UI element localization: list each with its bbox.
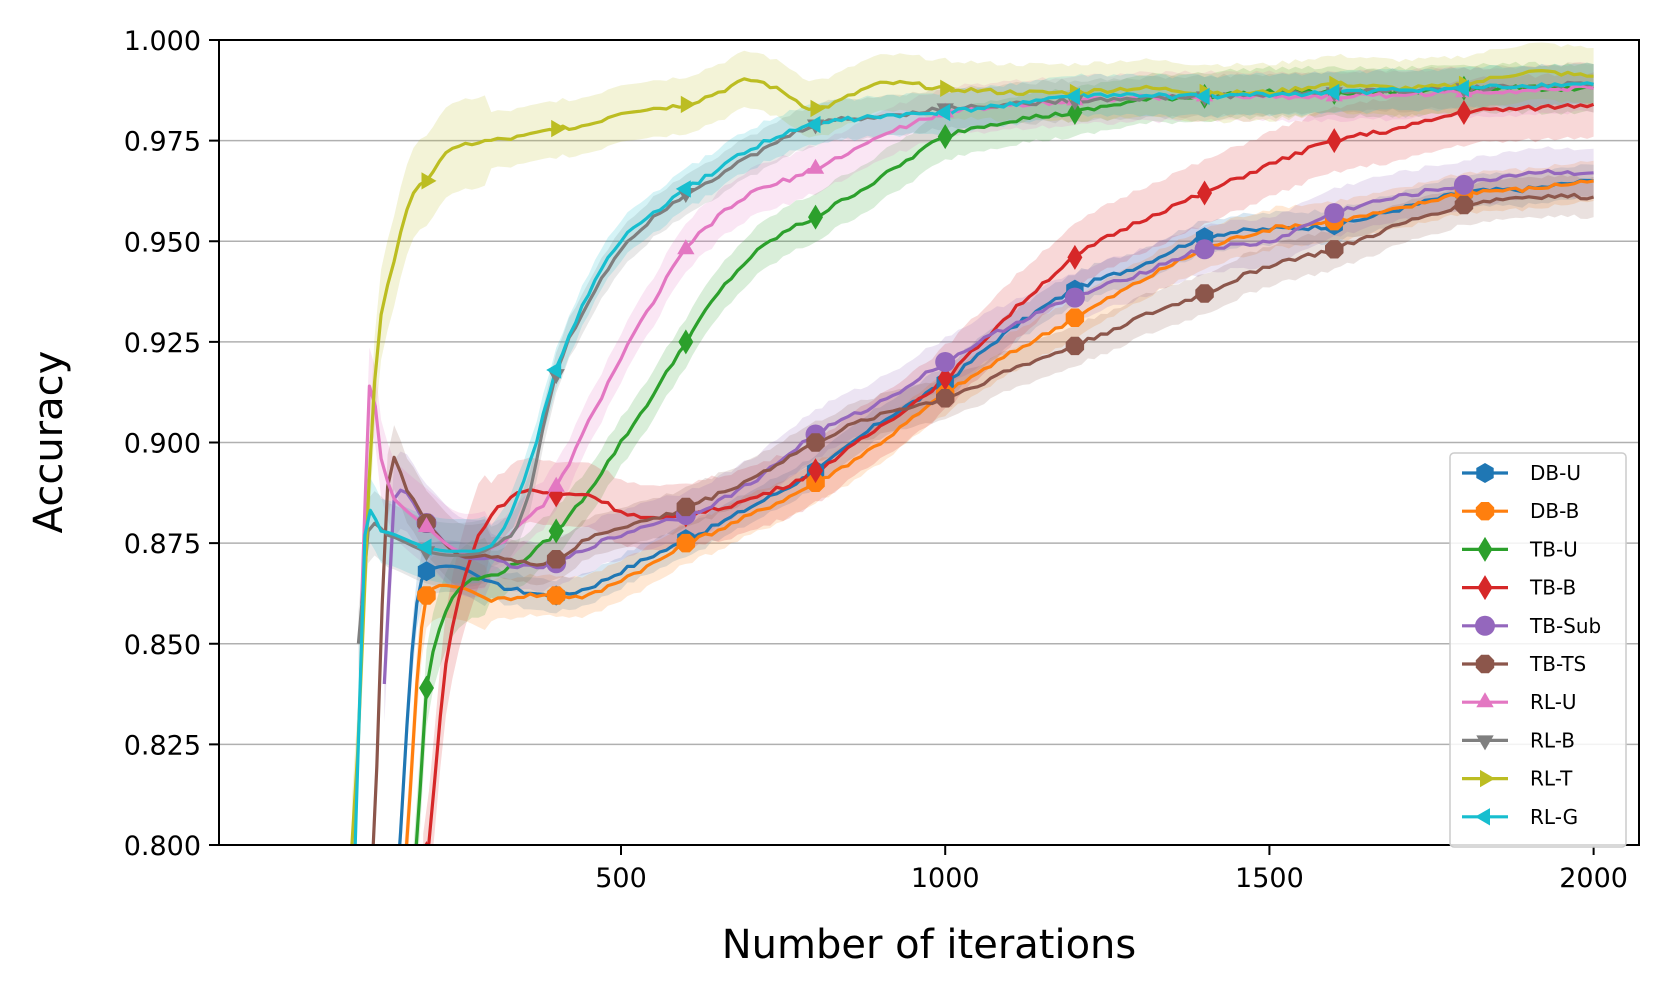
marker-rl-g — [546, 361, 562, 379]
y-tick-label: 0.925 — [124, 328, 201, 359]
x-axis-title: Number of iterations — [722, 922, 1137, 968]
legend: DB-U DB-B TB-U TB-B TB-Sub TB-TS RL-U RL-B RL-T R… — [1449, 452, 1627, 848]
marker-db-b — [676, 533, 696, 553]
axis-ticks: 0.800 0.825 0.850 0.875 0.900 0.925 0.950 0.975… — [124, 26, 1628, 894]
marker-db-b — [546, 586, 566, 605]
marker-rl-u — [547, 476, 565, 492]
marker-rl-g — [416, 538, 432, 556]
marker-tb-b — [1067, 244, 1083, 270]
marker-tb-u — [678, 329, 694, 355]
marker-rl-t — [680, 95, 696, 114]
legend-label-rl-b: RL-B — [1530, 728, 1575, 752]
marker-rl-g — [1194, 87, 1210, 105]
marker-tb-ts — [1454, 195, 1474, 215]
marker-tb-sub — [1324, 203, 1345, 224]
marker-rl-g — [805, 115, 821, 134]
series-line-db-b — [404, 179, 1594, 845]
series-line-db-u — [398, 178, 1594, 845]
marker-rl-g — [935, 103, 951, 122]
legend-marker-tb-ts — [1475, 654, 1495, 674]
y-tick-label: 0.875 — [124, 529, 201, 560]
marker-rl-t — [551, 119, 567, 138]
y-tick-label: 0.850 — [124, 630, 201, 661]
marker-rl-t — [421, 172, 437, 190]
marker-tb-ts — [1325, 240, 1344, 259]
marker-db-u — [417, 561, 436, 582]
band-rl-t — [351, 42, 1594, 845]
y-axis-title: Accuracy — [26, 351, 72, 534]
legend-marker-rl-b — [1476, 735, 1494, 751]
marker-tb-sub — [1194, 239, 1215, 260]
marker-tb-sub — [1453, 174, 1474, 195]
marker-tb-ts — [546, 550, 566, 569]
legend-label-db-b: DB-B — [1530, 499, 1579, 523]
marker-tb-b — [808, 458, 824, 484]
legend-marker-rl-u — [1476, 692, 1494, 708]
x-tick-label: 2000 — [1559, 863, 1628, 894]
band-rl-b — [358, 62, 1594, 677]
marker-tb-u — [808, 204, 824, 230]
legend-label-rl-u: RL-U — [1530, 690, 1577, 714]
legend-marker-tb-sub — [1475, 615, 1495, 636]
marker-tb-sub — [935, 352, 956, 372]
marker-tb-b — [1456, 99, 1472, 125]
marker-db-b — [417, 586, 436, 605]
legend-marker-db-u — [1476, 463, 1494, 483]
legend-marker-rl-t — [1480, 769, 1495, 788]
legend-label-rl-g: RL-G — [1530, 805, 1578, 829]
y-tick-label: 0.950 — [124, 227, 201, 258]
legend-label-tb-sub: TB-Sub — [1529, 614, 1601, 638]
marker-tb-u — [548, 518, 564, 544]
marker-tb-sub — [1064, 287, 1085, 308]
marker-tb-u — [418, 675, 434, 701]
marker-tb-b — [1197, 180, 1213, 206]
legend-label-rl-t: RL-T — [1530, 767, 1573, 791]
marker-tb-b — [937, 365, 953, 391]
y-tick-label: 1.000 — [124, 26, 201, 57]
marker-tb-ts — [936, 389, 955, 408]
marker-tb-u — [937, 124, 953, 150]
marker-rl-u — [417, 517, 436, 532]
legend-marker-tb-b — [1477, 575, 1493, 601]
marker-tb-u — [1067, 99, 1083, 125]
series-line-tb-b — [426, 102, 1595, 845]
marker-rl-t — [810, 99, 826, 118]
series-line-tb-ts — [371, 192, 1595, 845]
marker-tb-ts — [676, 497, 696, 517]
y-tick-label: 0.975 — [124, 127, 201, 158]
legend-box — [1449, 452, 1627, 848]
legend-label-tb-ts: TB-TS — [1529, 652, 1586, 676]
y-tick-label: 0.825 — [124, 730, 201, 761]
marker-rl-u — [677, 239, 695, 255]
marker-tb-ts — [1065, 336, 1085, 356]
marker-tb-b — [1326, 128, 1342, 154]
x-tick-label: 1500 — [1235, 863, 1304, 894]
y-tick-label: 0.800 — [124, 831, 201, 862]
marker-rl-g — [1064, 87, 1080, 105]
marker-tb-ts — [806, 433, 825, 452]
marker-rl-g — [1453, 79, 1469, 97]
legend-label-tb-b: TB-B — [1529, 576, 1576, 600]
legend-label-tb-u: TB-U — [1529, 537, 1578, 561]
marker-rl-u — [806, 158, 825, 174]
legend-label-db-u: DB-U — [1530, 461, 1581, 485]
marker-rl-g — [1324, 83, 1340, 101]
marker-db-b — [1065, 308, 1085, 327]
legend-marker-tb-u — [1477, 536, 1493, 562]
legend-marker-db-b — [1475, 502, 1495, 521]
series-line-tb-sub — [382, 168, 1594, 685]
x-tick-label: 500 — [595, 863, 647, 894]
marker-tb-ts — [1195, 284, 1214, 303]
legend-marker-rl-g — [1475, 808, 1490, 826]
x-tick-label: 1000 — [911, 863, 980, 894]
series-markers — [416, 75, 1474, 845]
y-tick-label: 0.900 — [124, 429, 201, 460]
band-rl-u — [361, 62, 1594, 643]
marker-rl-t — [940, 79, 956, 97]
marker-rl-g — [675, 180, 691, 198]
